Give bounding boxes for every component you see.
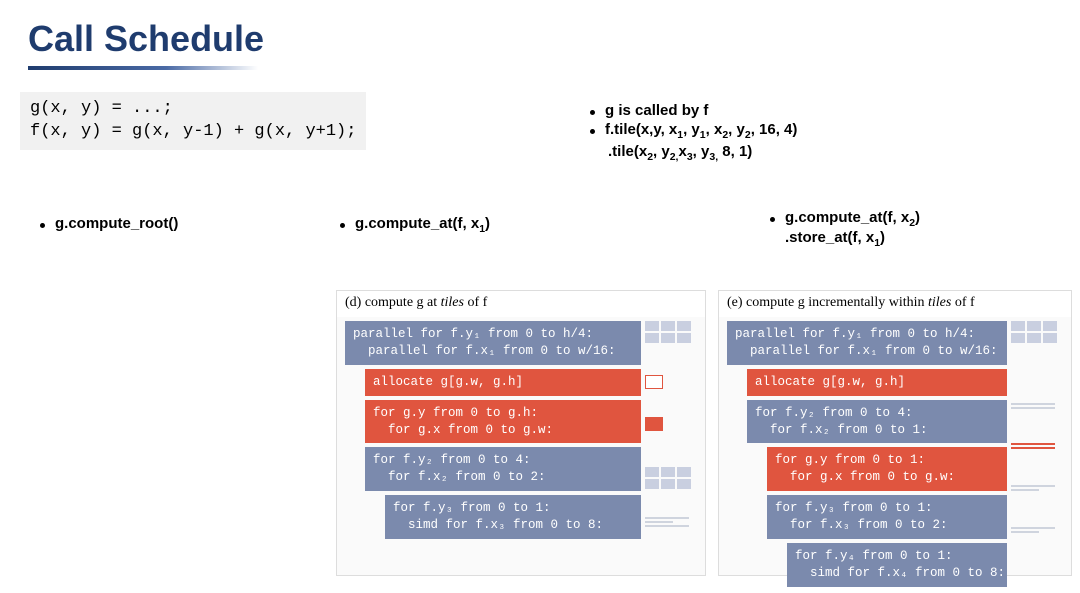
title-underline <box>28 66 258 70</box>
panel-d-thumb-lines-2 <box>645 515 699 529</box>
panel-e-title: (e) compute g incrementally within tiles… <box>719 291 1071 317</box>
bullet-ftile-line1: f.tile(x,y, x1, y1, x2, y2, 16, 4) <box>605 121 797 141</box>
panel-e-blocks: parallel for f.y₁ from 0 to h/4: paralle… <box>719 321 1071 593</box>
loop-block: parallel for f.y₁ from 0 to h/4: paralle… <box>727 321 1007 365</box>
panel-d-thumb-lines-1 <box>645 467 699 489</box>
code-definition-box: g(x, y) = ...; f(x, y) = g(x, y-1) + g(x… <box>20 92 366 150</box>
label-compute-at-x1: g.compute_at(f, x1) <box>355 215 490 235</box>
slide-title: Call Schedule <box>28 18 1052 60</box>
panel-e: (e) compute g incrementally within tiles… <box>718 290 1072 576</box>
loop-block: for f.y₃ from 0 to 1: simd for f.x₃ from… <box>385 495 641 539</box>
loop-block: allocate g[g.w, g.h] <box>747 369 1007 396</box>
panel-d-thumb-grid <box>645 321 699 343</box>
loop-block: for f.y₂ from 0 to 4: for f.x₂ from 0 to… <box>747 400 1007 444</box>
loop-block: for f.y₄ from 0 to 1: simd for f.x₄ from… <box>787 543 1007 587</box>
loop-block: parallel for f.y₁ from 0 to h/4: paralle… <box>345 321 641 365</box>
loop-block: for g.y from 0 to g.h: for g.x from 0 to… <box>365 400 641 444</box>
panel-d-blocks: parallel for f.y₁ from 0 to h/4: paralle… <box>337 321 705 545</box>
panel-e-thumb-grid <box>1011 321 1065 343</box>
panel-e-thumb-lines-3 <box>1011 525 1065 535</box>
top-right-bullets: g is called by f f.tile(x,y, x1, y1, x2,… <box>590 102 797 165</box>
panel-d-thumb-fill <box>645 417 699 431</box>
bullet-g-called-by-f: g is called by f <box>605 102 708 119</box>
loop-block: for f.y₃ from 0 to 1: for f.x₃ from 0 to… <box>767 495 1007 539</box>
label-compute-at-x2: g.compute_at(f, x2) .store_at(f, x1) <box>785 209 920 249</box>
panel-d-thumb-outline <box>645 375 699 389</box>
loop-block: for g.y from 0 to 1: for g.x from 0 to g… <box>767 447 1007 491</box>
panel-e-thumb-red <box>1011 441 1065 451</box>
panel-e-thumb-lines-2 <box>1011 483 1065 493</box>
panel-d-title: (d) compute g at tiles of f <box>337 291 705 317</box>
loop-block: allocate g[g.w, g.h] <box>365 369 641 396</box>
panel-d: (d) compute g at tiles of f parallel for… <box>336 290 706 576</box>
label-compute-root: g.compute_root() <box>55 215 178 232</box>
bullet-ftile-line2: .tile(x2, y2,x3, y3, 8, 1) <box>608 143 752 163</box>
panel-e-thumb-lines-1 <box>1011 401 1065 411</box>
loop-block: for f.y₂ from 0 to 4: for f.x₂ from 0 to… <box>365 447 641 491</box>
